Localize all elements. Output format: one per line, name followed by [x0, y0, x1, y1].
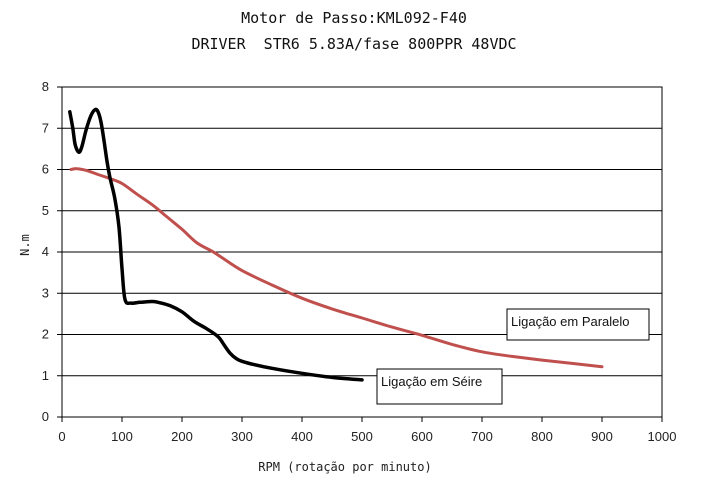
- plot-area: [57, 86, 663, 422]
- y-axis-label: N.m: [18, 234, 32, 256]
- x-tick-label: 0: [58, 429, 65, 444]
- y-tick-label: 7: [42, 120, 49, 135]
- annotation-text: Ligação em Paralelo: [511, 314, 630, 329]
- x-tick-label: 600: [411, 429, 433, 444]
- x-tick-label: 1000: [648, 429, 677, 444]
- annotation-frame: [376, 368, 503, 405]
- x-tick-label: 200: [171, 429, 193, 444]
- chart-subtitle: DRIVER STR6 5.83A/fase 800PPR 48VDC: [191, 35, 517, 53]
- tick-labels: 0 1 2 3 4 5 6 7 8 0 100 200 300 400 500 600 700 800 900 100…: [42, 79, 677, 444]
- annotation-box: Ligação em Paralelo: [506, 308, 650, 341]
- series-lines: [68, 107, 604, 382]
- x-tick-label: 900: [591, 429, 613, 444]
- x-tick-label: 100: [111, 429, 133, 444]
- x-tick-label: 400: [291, 429, 313, 444]
- x-tick-label: 500: [351, 429, 373, 444]
- chart-title: Motor de Passo:KML092-F40: [241, 9, 467, 27]
- annotation-frame: [506, 308, 650, 341]
- x-tick-label: 300: [231, 429, 253, 444]
- y-tick-label: 1: [42, 368, 49, 383]
- y-tick-label: 2: [42, 327, 49, 342]
- y-tick-label: 4: [42, 244, 49, 259]
- annotation-text: Ligação em Séire: [381, 374, 482, 389]
- y-tick-label: 6: [42, 162, 49, 177]
- annotations: Ligação em Paralelo Ligação em Séire: [376, 308, 650, 405]
- x-tick-label: 700: [471, 429, 493, 444]
- series-line-serie: [68, 107, 364, 382]
- x-axis-label: RPM (rotação por minuto): [258, 460, 431, 474]
- x-tick-label: 800: [531, 429, 553, 444]
- y-tick-label: 3: [42, 285, 49, 300]
- annotation-box: Ligação em Séire: [376, 368, 503, 405]
- y-tick-label: 5: [42, 203, 49, 218]
- y-tick-label: 8: [42, 79, 49, 94]
- y-tick-label: 0: [42, 409, 49, 424]
